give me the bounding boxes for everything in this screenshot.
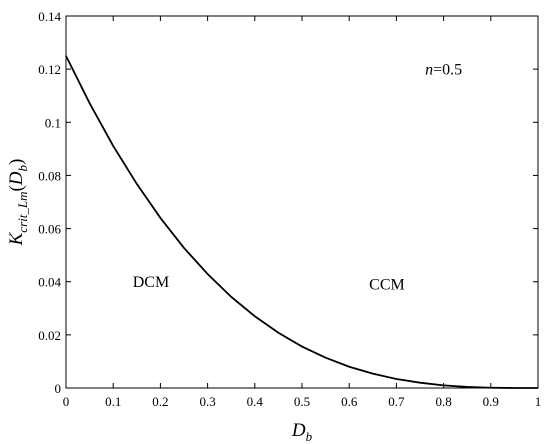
x-tick-label: 0.5 [294,394,310,409]
y-axis-title-arg-sub: b [15,164,30,171]
data-series-line [65,55,538,389]
x-tick-label: 0.7 [388,394,405,409]
x-tick-label: 0.9 [483,394,499,409]
y-axis-title-arg: D [6,171,27,186]
annotation-variable: n [425,61,433,78]
x-tick-label: 0.6 [341,394,358,409]
region-label-ccm: CCM [369,277,405,294]
y-tick-label: 0.14 [38,9,61,24]
x-tick-label: 0.2 [152,394,168,409]
y-tick-label: 0.08 [38,168,61,183]
x-axis-title: Db [291,420,313,444]
annotations: DCM CCM n=0.5 [133,61,462,293]
x-tick-label: 0.8 [435,394,451,409]
parameter-annotation: n=0.5 [425,61,462,78]
plot-frame [65,15,539,389]
region-label-dcm: DCM [133,274,169,291]
x-tick-label: 1 [535,394,542,409]
tick-labels: 0 0.1 0.2 0.3 0.4 0.5 0.6 0.7 0.8 0.9 1 0 0.02 0.04 0.… [38,9,541,409]
y-axis-title-sub: crit_Lm [15,192,30,233]
x-tick-label: 0 [63,394,70,409]
x-tick-label: 0.3 [199,394,215,409]
annotation-value: =0.5 [433,61,462,78]
y-tick-label: 0 [55,381,62,396]
y-axis-title-main: K [6,231,27,246]
y-tick-label: 0.1 [45,115,61,130]
x-axis-title-main: D [291,420,306,441]
x-axis-title-sub: b [306,429,313,444]
y-tick-label: 0.06 [38,222,61,237]
x-tick-label: 0.1 [105,394,121,409]
y-axis-title-close: ) [6,159,27,165]
x-tick-label: 0.4 [247,394,264,409]
ticks [65,15,539,389]
y-tick-label: 0.04 [38,275,61,290]
y-tick-label: 0.02 [38,328,61,343]
y-tick-label: 0.12 [38,62,61,77]
y-axis-title: Kcrit_Lm(Db) [6,159,30,247]
y-axis-title-open: ( [6,185,27,191]
